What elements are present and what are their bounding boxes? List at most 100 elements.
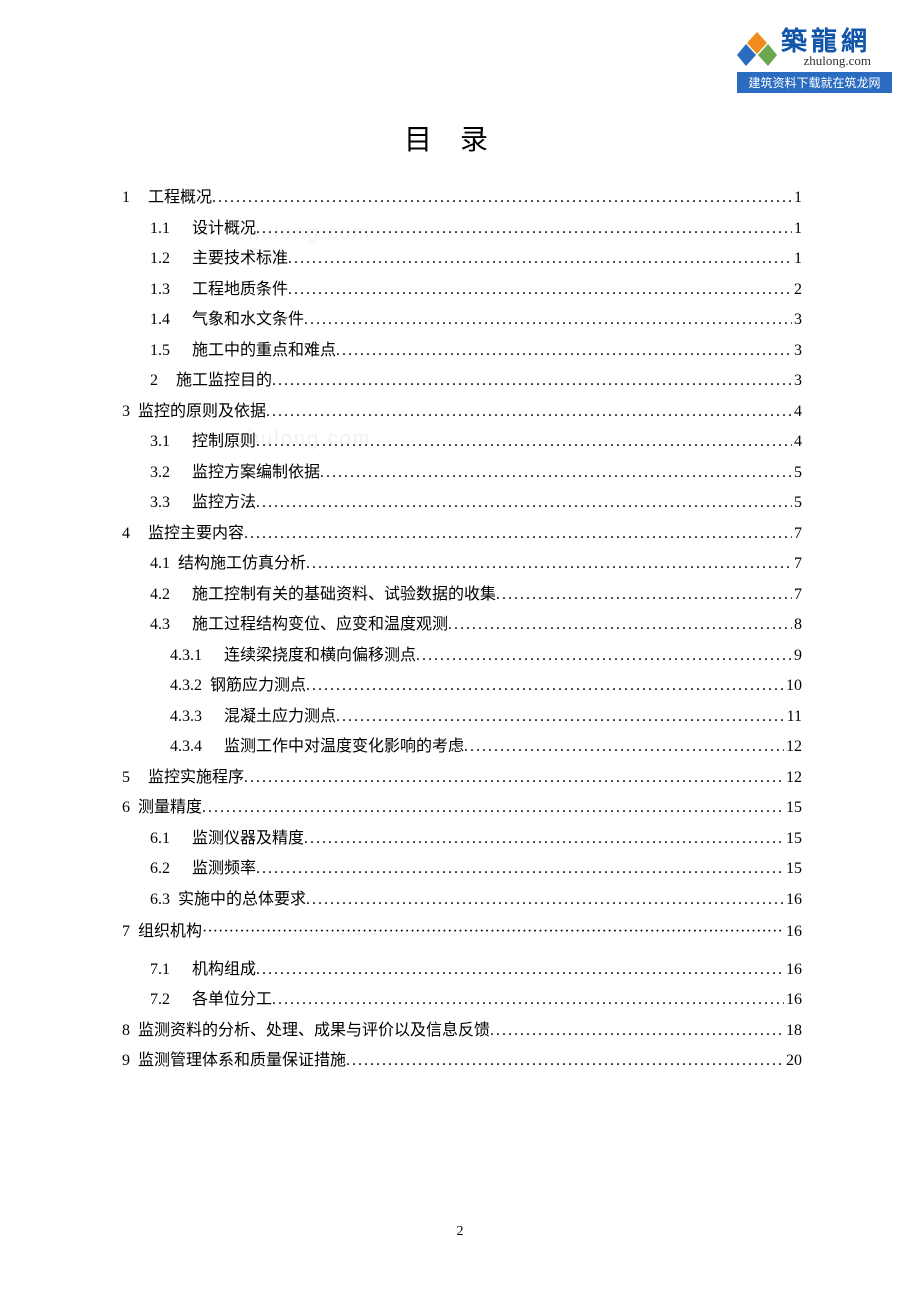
toc-entry-number: 2 — [150, 373, 158, 389]
toc-entry-label: 测量精度 — [138, 800, 202, 816]
toc-entry-page: 11 — [785, 709, 802, 725]
toc-entry-page: 3 — [792, 343, 802, 359]
toc-entry-page: 8 — [792, 617, 802, 633]
toc-entry-page: 15 — [784, 800, 802, 816]
toc-entry: 1.1设计概况1 — [122, 221, 802, 237]
toc-entry-label: 监控实施程序 — [148, 770, 244, 786]
toc-entry-number: 1.1 — [150, 221, 170, 237]
toc-entry: 3 监控的原则及依据 4 — [122, 404, 802, 420]
toc-leader-dots — [256, 962, 784, 978]
toc-entry-number: 5 — [122, 770, 130, 786]
toc-leader-dots — [256, 221, 792, 237]
toc-entry-page: 3 — [792, 312, 802, 328]
toc-leader-dots — [336, 343, 792, 359]
toc-entry-page: 7 — [792, 526, 802, 542]
toc-entry-label: 钢筋应力测点 — [210, 678, 306, 694]
toc-entry-page: 3 — [792, 373, 802, 389]
toc-entry-page: 12 — [784, 739, 802, 755]
toc-entry: 4监控主要内容7 — [122, 526, 802, 542]
toc-entry-page: 7 — [792, 556, 802, 572]
toc-entry: 7.2各单位分工16 — [122, 992, 802, 1008]
page-title: 目录 — [0, 118, 920, 158]
toc-leader-dots — [496, 587, 792, 603]
toc-entry: 9 监测管理体系和质量保证措施 20 — [122, 1053, 802, 1069]
toc-leader-dots — [288, 282, 792, 298]
toc-entry-number: 4.3.1 — [170, 648, 202, 664]
toc-entry-label: 监测管理体系和质量保证措施 — [138, 1053, 346, 1069]
toc-leader-dots — [202, 800, 784, 816]
toc-entry: 4.2施工控制有关的基础资料、试验数据的收集7 — [122, 587, 802, 603]
toc-leader-dots — [244, 526, 792, 542]
toc-entry-label: 监控的原则及依据 — [138, 404, 266, 420]
toc-entry-page: 1 — [792, 221, 802, 237]
toc-entry-label: 连续梁挠度和横向偏移测点 — [224, 648, 416, 664]
toc-entry-label: 施工过程结构变位、应变和温度观测 — [192, 617, 448, 633]
toc-entry: 1.5 施工中的重点和难点 3 — [122, 343, 802, 359]
toc-entry-label: 实施中的总体要求 — [178, 892, 306, 908]
toc-entry-label: 监测工作中对温度变化影响的考虑 — [224, 739, 464, 755]
toc-entry-number: 7.2 — [150, 992, 170, 1008]
toc-entry-label: 工程概况 — [148, 190, 212, 206]
toc-entry-number: 4.3.3 — [170, 709, 202, 725]
toc-leader-dots — [306, 556, 792, 572]
toc-entry-page: 4 — [792, 404, 802, 420]
toc-entry-number: 1.5 — [150, 343, 170, 359]
toc-leader-dots — [256, 861, 784, 877]
toc-entry-number: 1 — [122, 190, 130, 206]
toc-entry-page: 20 — [784, 1053, 802, 1069]
toc-entry-number: 6 — [122, 800, 130, 816]
toc-entry-label: 监测频率 — [192, 861, 256, 877]
toc-entry-label: 监控方案编制依据 — [192, 465, 320, 481]
toc-leader-dots — [212, 190, 792, 206]
toc-entry-label: 主要技术标准 — [192, 251, 288, 267]
toc-entry-number: 1.3 — [150, 282, 170, 298]
toc-entry-label: 施工中的重点和难点 — [192, 343, 336, 359]
toc-leader-dots — [306, 678, 784, 694]
toc-entry: 3.1控制原则4 — [122, 434, 802, 450]
toc-entry-page: 16 — [784, 992, 802, 1008]
logo-text-cn: 築龍網 — [781, 29, 871, 55]
toc-entry-page: 4 — [792, 434, 802, 450]
toc-entry-page: 15 — [784, 831, 802, 847]
toc-entry-label: 混凝土应力测点 — [224, 709, 336, 725]
toc-entry-label: 监测资料的分析、处理、成果与评价以及信息反馈 — [138, 1023, 490, 1039]
toc-entry-page: 16 — [784, 892, 802, 908]
toc-entry-label: 监控方法 — [192, 495, 256, 511]
toc-leader-dots — [256, 495, 792, 511]
toc-entry-page: 16 — [784, 924, 802, 940]
logo-banner: 建筑资料下载就在筑龙网 — [737, 72, 892, 93]
toc-entry-label: 施工控制有关的基础资料、试验数据的收集 — [192, 587, 496, 603]
toc-entry-page: 1 — [792, 190, 802, 206]
toc-entry-number: 4.3 — [150, 617, 170, 633]
toc-entry-label: 工程地质条件 — [192, 282, 288, 298]
toc-leader-dots — [244, 770, 784, 786]
toc-entry: 1.2主要技术标准1 — [122, 251, 802, 267]
toc-entry-label: 监控主要内容 — [148, 526, 244, 542]
toc-entry-label: 机构组成 — [192, 962, 256, 978]
toc-entry: 3.3监控方法5 — [122, 495, 802, 511]
logo-icon — [737, 29, 777, 69]
toc-leader-dots — [448, 617, 792, 633]
toc-entry-label: 控制原则 — [192, 434, 256, 450]
toc-entry: 6 测量精度 15 — [122, 800, 802, 816]
toc-entry: 8监测资料的分析、处理、成果与评价以及信息反馈18 — [122, 1023, 802, 1039]
toc-entry: 4.3.1连续梁挠度和横向偏移测点9 — [122, 648, 802, 664]
logo-text-block: 築龍網 zhulong.com — [781, 29, 871, 69]
toc-leader-dots — [306, 892, 784, 908]
toc-entry-page: 5 — [792, 465, 802, 481]
toc-entry-number: 6.3 — [150, 892, 170, 908]
toc-leader-dots — [490, 1023, 784, 1039]
toc-entry: 6.1监测仪器及精度15 — [122, 831, 802, 847]
toc-leader-dots — [416, 648, 792, 664]
table-of-contents: 1工程概况11.1设计概况11.2主要技术标准11.3工程地质条件21.4气象和… — [122, 190, 802, 1084]
toc-entry-page: 16 — [784, 962, 802, 978]
toc-entry-number: 3 — [122, 404, 130, 420]
toc-entry: 6.2监测频率15 — [122, 861, 802, 877]
toc-entry-page: 18 — [784, 1023, 802, 1039]
toc-entry-page: 15 — [784, 861, 802, 877]
toc-entry-page: 1 — [792, 251, 802, 267]
toc-entry-number: 4.1 — [150, 556, 170, 572]
toc-entry-number: 9 — [122, 1053, 130, 1069]
toc-entry-page: 5 — [792, 495, 802, 511]
toc-entry-number: 7.1 — [150, 962, 170, 978]
